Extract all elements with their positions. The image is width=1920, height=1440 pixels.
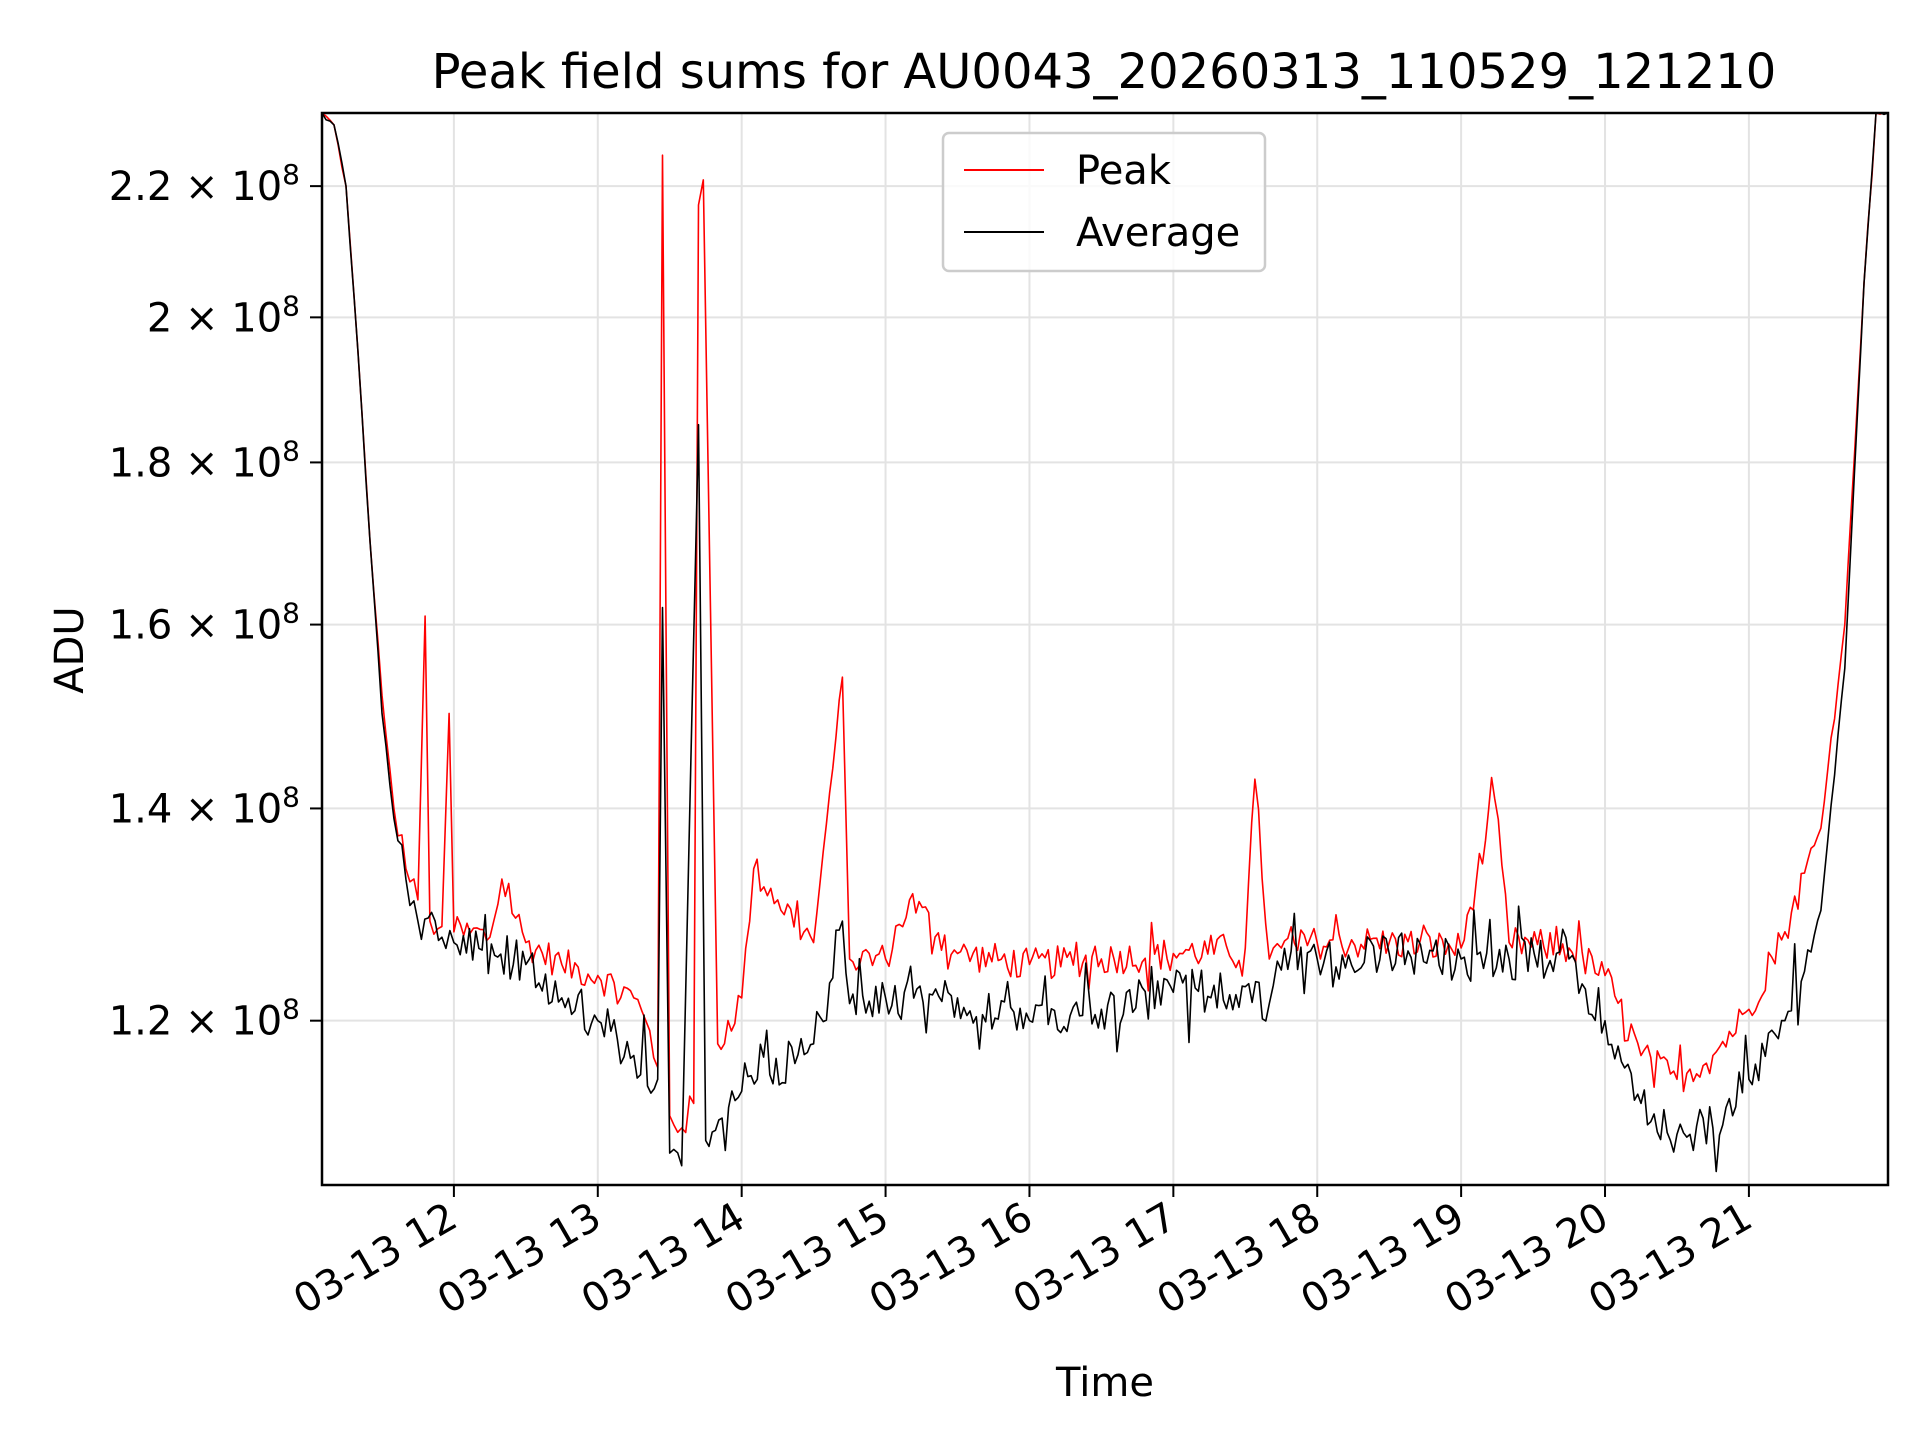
x-tick-label: 03-13 14: [574, 1194, 753, 1324]
x-tick-label: 03-13 16: [862, 1194, 1041, 1324]
x-tick-label: 03-13 21: [1581, 1194, 1760, 1324]
y-tick-label: 1.4 × 108: [109, 780, 300, 832]
x-tick-label: 03-13 18: [1149, 1194, 1328, 1324]
y-tick-label: 1.8 × 108: [109, 434, 300, 486]
y-axis: 1.2 × 108 1.4 × 108 1.6 × 108 1.8 × 108 2 × …: [109, 158, 322, 1045]
x-tick-label: 03-13 15: [718, 1194, 897, 1324]
legend-label-average: Average: [1076, 210, 1240, 256]
legend: Peak Average: [941, 131, 1267, 273]
y-tick-label: 2 × 108: [147, 289, 300, 341]
series-line-peak: [322, 113, 1888, 1134]
x-tick-label: 03-13 13: [430, 1194, 609, 1324]
x-tick-label: 03-13 20: [1437, 1194, 1616, 1324]
plot-area: [322, 113, 1888, 1173]
x-axis-label: Time: [1055, 1360, 1154, 1406]
y-axis-label: ADU: [47, 606, 93, 693]
x-tick-label: 03-13 17: [1006, 1194, 1185, 1324]
plot-frame: [320, 111, 1890, 1187]
y-tick-label: 1.2 × 108: [109, 993, 300, 1045]
grid: [322, 113, 1888, 1185]
series-line-average: [322, 113, 1888, 1173]
y-tick-label: 1.6 × 108: [109, 597, 300, 649]
y-tick-label: 2.2 × 108: [109, 158, 300, 210]
legend-box: [941, 131, 1267, 273]
x-tick-label: 03-13 12: [286, 1194, 465, 1324]
x-tick-label: 03-13 19: [1293, 1194, 1472, 1324]
legend-label-peak: Peak: [1076, 148, 1172, 194]
chart-title: Peak field sums for AU0043_20260313_1105…: [432, 44, 1777, 100]
